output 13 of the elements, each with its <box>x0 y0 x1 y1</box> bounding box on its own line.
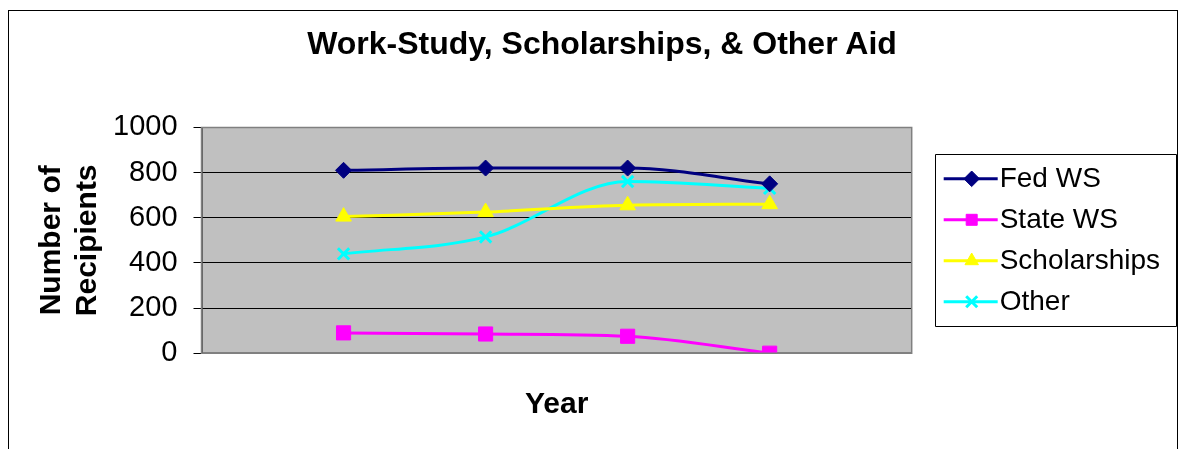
chart-title: Work-Study, Scholarships, & Other Aid <box>307 25 897 62</box>
y-axis-title: Number of Recipients <box>33 164 103 317</box>
y-tick-label: 1000 <box>113 109 178 142</box>
legend-label: Scholarships <box>999 243 1161 275</box>
y-tick-label: 600 <box>129 199 178 232</box>
legend-label: Fed WS <box>999 161 1101 193</box>
legend-label: Other <box>999 284 1070 316</box>
y-tick-label: 200 <box>129 290 178 323</box>
y-tick-label: 400 <box>129 244 178 277</box>
x-axis-title: Year <box>524 386 589 420</box>
y-tick-label: 800 <box>129 154 178 187</box>
legend-label: State WS <box>999 202 1118 234</box>
y-tick-label: 0 <box>161 335 178 368</box>
